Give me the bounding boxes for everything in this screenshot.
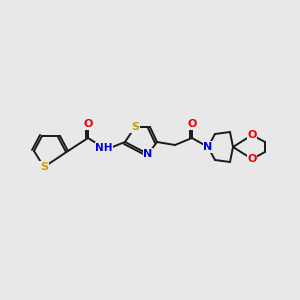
Text: S: S xyxy=(40,162,48,172)
Text: O: O xyxy=(83,119,93,129)
Text: N: N xyxy=(203,142,213,152)
Text: NH: NH xyxy=(95,143,113,153)
Text: O: O xyxy=(247,130,257,140)
Text: O: O xyxy=(247,154,257,164)
Text: O: O xyxy=(187,119,197,129)
Text: S: S xyxy=(131,122,139,132)
Text: N: N xyxy=(143,149,153,159)
